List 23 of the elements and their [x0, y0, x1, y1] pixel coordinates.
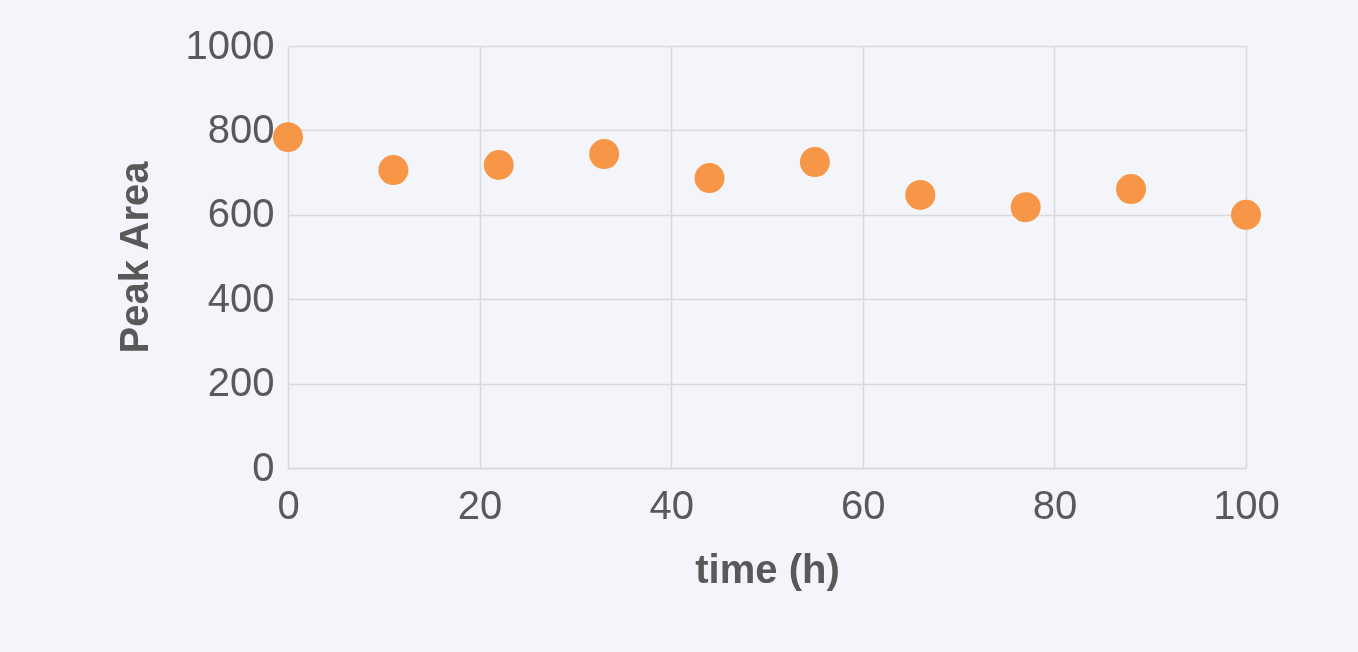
point: [1010, 192, 1041, 223]
point: [799, 147, 830, 178]
y-tick-label: 0: [252, 444, 275, 489]
point: [1231, 199, 1261, 230]
x-tick-label: 60: [841, 482, 886, 527]
y-tick-label: 600: [207, 191, 275, 236]
x-axis-title: time (h): [695, 546, 840, 591]
point: [905, 180, 936, 210]
x-tick-label: 40: [649, 482, 694, 527]
y-tick-label: 1000: [185, 22, 275, 67]
y-tick-label: 400: [207, 275, 275, 320]
y-tick-label: 200: [207, 360, 275, 405]
point: [589, 139, 620, 169]
x-tick-label: 80: [1032, 482, 1078, 527]
y-axis-title: Peak Area: [111, 160, 156, 354]
point: [694, 163, 725, 194]
y-tick-label: 800: [207, 106, 275, 151]
point: [483, 150, 514, 180]
point: [273, 122, 303, 153]
point: [1116, 174, 1147, 205]
x-tick-label: 100: [1213, 482, 1280, 527]
x-tick-label: 20: [457, 482, 503, 527]
point: [378, 155, 409, 186]
